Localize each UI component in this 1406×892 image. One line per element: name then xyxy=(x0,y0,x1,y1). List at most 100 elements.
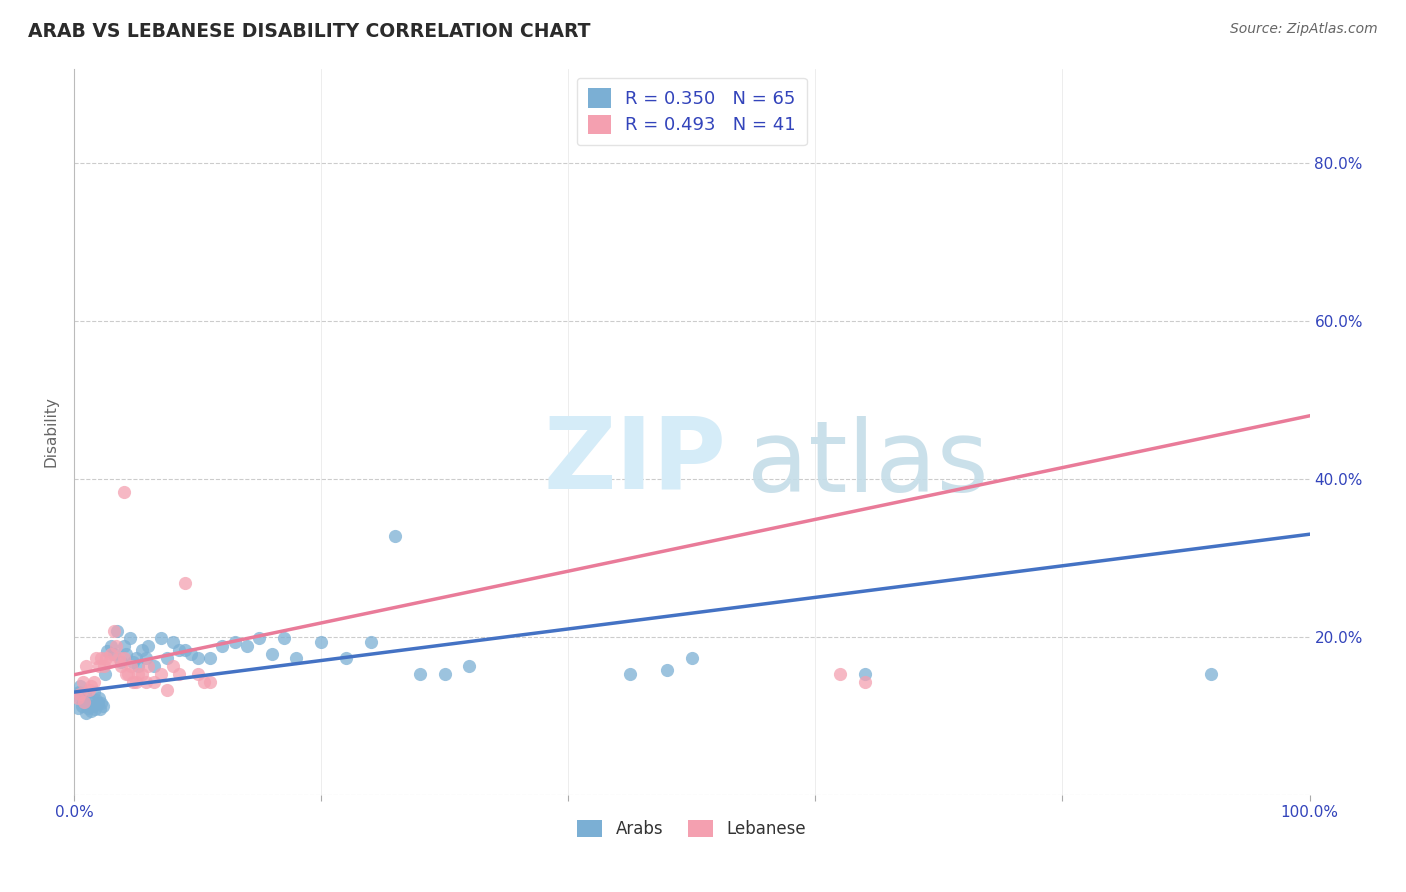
Point xyxy=(187,667,209,681)
Point xyxy=(156,682,179,697)
Point xyxy=(273,632,295,646)
Y-axis label: Disability: Disability xyxy=(44,396,58,467)
Point xyxy=(853,674,876,689)
Point xyxy=(156,651,179,665)
Point xyxy=(77,699,100,714)
Point xyxy=(149,632,172,646)
Point xyxy=(174,576,197,591)
Point xyxy=(69,679,91,693)
Point xyxy=(125,674,148,689)
Point xyxy=(93,659,115,673)
Point xyxy=(180,647,202,661)
Point xyxy=(100,640,122,654)
Point xyxy=(117,667,139,681)
Point xyxy=(136,640,159,654)
Point xyxy=(77,682,100,697)
Point xyxy=(100,647,122,661)
Point xyxy=(115,667,138,681)
Text: ZIP: ZIP xyxy=(544,412,727,509)
Point xyxy=(198,674,221,689)
Point xyxy=(409,667,432,681)
Point xyxy=(83,685,105,699)
Point xyxy=(73,695,96,709)
Point xyxy=(131,667,153,681)
Point xyxy=(110,655,132,669)
Point xyxy=(335,651,357,665)
Point xyxy=(309,635,332,649)
Point xyxy=(87,659,110,673)
Point xyxy=(198,651,221,665)
Point xyxy=(619,667,641,681)
Point xyxy=(86,696,108,710)
Point xyxy=(107,651,129,665)
Point xyxy=(458,659,481,673)
Point xyxy=(193,674,215,689)
Point xyxy=(91,699,114,714)
Point xyxy=(1199,667,1222,681)
Point xyxy=(103,647,125,661)
Point xyxy=(260,647,283,661)
Point xyxy=(167,667,190,681)
Text: atlas: atlas xyxy=(748,416,988,513)
Point xyxy=(83,674,105,689)
Point xyxy=(80,679,103,693)
Point xyxy=(655,663,678,677)
Point xyxy=(127,659,149,673)
Point xyxy=(143,674,166,689)
Point xyxy=(135,674,157,689)
Point xyxy=(211,640,233,654)
Point xyxy=(103,624,125,638)
Point xyxy=(110,659,132,673)
Point xyxy=(125,651,148,665)
Point xyxy=(112,485,135,500)
Point xyxy=(122,655,145,669)
Point xyxy=(112,640,135,654)
Point xyxy=(89,701,111,715)
Point xyxy=(90,651,112,665)
Point xyxy=(76,701,98,715)
Point xyxy=(681,651,703,665)
Point xyxy=(105,624,128,638)
Point xyxy=(72,674,94,689)
Point xyxy=(73,695,96,709)
Point xyxy=(162,659,184,673)
Point xyxy=(97,655,120,669)
Point xyxy=(105,640,128,654)
Point xyxy=(75,687,97,701)
Point xyxy=(112,651,135,665)
Point xyxy=(69,687,91,701)
Point xyxy=(120,659,142,673)
Point xyxy=(162,635,184,649)
Point xyxy=(236,640,259,654)
Point xyxy=(167,643,190,657)
Point xyxy=(187,651,209,665)
Point xyxy=(149,667,172,681)
Point xyxy=(82,698,104,713)
Point xyxy=(136,659,159,673)
Point xyxy=(360,635,382,649)
Text: ARAB VS LEBANESE DISABILITY CORRELATION CHART: ARAB VS LEBANESE DISABILITY CORRELATION … xyxy=(28,22,591,41)
Point xyxy=(96,644,118,658)
Point xyxy=(94,667,117,681)
Point xyxy=(67,685,90,699)
Point xyxy=(131,643,153,657)
Point xyxy=(65,689,87,703)
Point xyxy=(90,696,112,710)
Point xyxy=(224,635,246,649)
Point xyxy=(75,706,97,720)
Point xyxy=(143,659,166,673)
Text: Source: ZipAtlas.com: Source: ZipAtlas.com xyxy=(1230,22,1378,37)
Point xyxy=(433,667,456,681)
Point xyxy=(96,651,118,665)
Point xyxy=(828,667,851,681)
Point xyxy=(135,651,157,665)
Point xyxy=(86,693,108,707)
Point xyxy=(79,694,101,708)
Point xyxy=(853,667,876,681)
Point xyxy=(75,659,97,673)
Point xyxy=(87,691,110,706)
Legend: Arabs, Lebanese: Arabs, Lebanese xyxy=(571,813,813,845)
Point xyxy=(86,651,108,665)
Point xyxy=(66,690,89,705)
Point xyxy=(122,674,145,689)
